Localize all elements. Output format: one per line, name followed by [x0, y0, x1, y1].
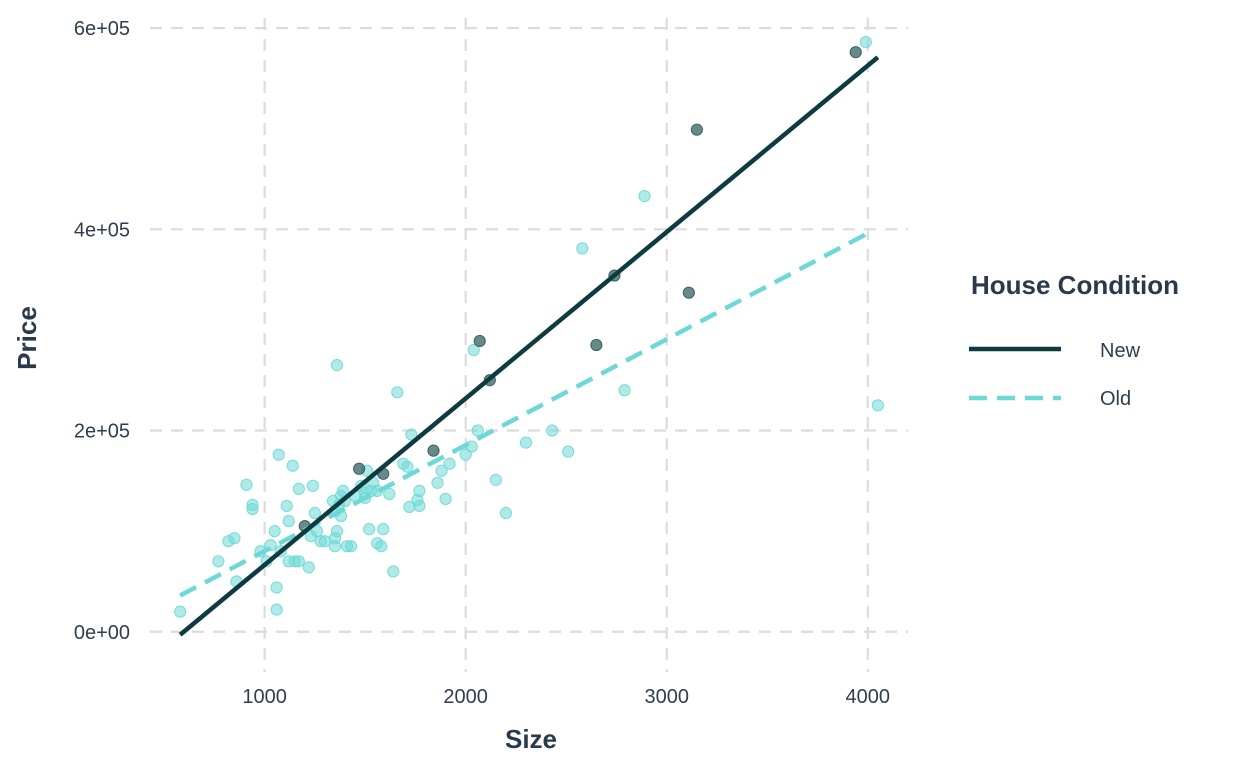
data-point-new	[682, 286, 695, 299]
data-point-old	[471, 424, 484, 437]
data-point-old	[280, 499, 293, 513]
y-tick-label: 4e+05	[74, 219, 130, 241]
data-point-old	[638, 189, 651, 203]
data-point-new	[473, 334, 486, 348]
data-point-old	[387, 565, 400, 578]
data-point-old	[292, 482, 305, 495]
data-point-old	[318, 535, 332, 548]
data-point-old	[268, 525, 281, 538]
data-point-new	[353, 462, 366, 475]
data-point-old	[306, 479, 319, 492]
data-point-old	[443, 457, 456, 470]
x-tick-label: 4000	[846, 686, 891, 708]
data-point-new	[690, 123, 703, 136]
fit-lines	[178, 55, 880, 637]
data-point-old	[401, 460, 414, 473]
data-points	[174, 36, 884, 618]
data-point-old	[286, 459, 299, 472]
legend-title: House Condition	[971, 270, 1179, 300]
data-point-old	[308, 506, 321, 520]
data-point-old	[330, 525, 344, 538]
data-point-old	[562, 445, 575, 458]
data-point-old	[519, 436, 533, 449]
data-point-old	[272, 448, 285, 461]
y-axis-title: Price	[12, 306, 42, 370]
data-point-old	[546, 424, 559, 437]
x-axis-title: Size	[505, 724, 557, 754]
data-point-old	[459, 448, 472, 461]
data-point-new	[590, 338, 603, 352]
data-point-old	[439, 492, 452, 506]
data-point-old	[174, 605, 187, 618]
x-tick-label: 1000	[242, 686, 287, 708]
data-point-old	[375, 540, 388, 553]
data-point-old	[246, 502, 259, 516]
data-point-old	[405, 428, 418, 441]
data-point-old	[270, 603, 283, 616]
y-tick-label: 0e+00	[74, 622, 130, 644]
legend-label-old: Old	[1100, 388, 1131, 410]
data-point-old	[431, 476, 444, 489]
data-point-old	[330, 359, 344, 372]
x-axis-ticks: 1000 2000 3000 4000	[242, 686, 890, 708]
data-point-old	[871, 399, 884, 412]
data-point-old	[499, 506, 512, 520]
gridlines	[150, 18, 908, 672]
data-point-old	[292, 555, 305, 568]
y-axis-ticks: 0e+00 2e+05 4e+05 6e+05	[74, 18, 130, 644]
data-point-old	[270, 581, 283, 594]
data-point-old	[859, 36, 872, 49]
data-point-old	[383, 487, 396, 501]
data-point-old	[576, 242, 589, 255]
data-point-old	[391, 386, 404, 399]
data-point-old	[435, 464, 448, 477]
data-point-old	[240, 478, 253, 491]
data-point-new	[427, 444, 440, 457]
data-point-old	[413, 499, 426, 513]
data-point-old	[489, 473, 502, 486]
data-point-old	[618, 384, 631, 397]
data-point-old	[363, 523, 376, 536]
data-point-old	[344, 540, 358, 553]
data-point-new	[849, 46, 862, 59]
data-point-old	[228, 532, 241, 545]
x-tick-label: 2000	[443, 686, 488, 708]
data-point-old	[302, 561, 315, 574]
x-tick-label: 3000	[644, 686, 689, 708]
data-point-old	[282, 514, 295, 528]
data-point-old	[212, 555, 225, 568]
y-tick-label: 6e+05	[74, 18, 130, 40]
legend-label-new: New	[1100, 340, 1141, 362]
legend: House Condition New Old	[969, 270, 1179, 410]
data-point-old	[413, 484, 426, 497]
data-point-old	[377, 523, 390, 536]
y-tick-label: 2e+05	[74, 421, 130, 443]
fit-line-new	[178, 55, 880, 637]
data-point-old	[467, 343, 480, 357]
fit-line-old	[179, 231, 869, 598]
